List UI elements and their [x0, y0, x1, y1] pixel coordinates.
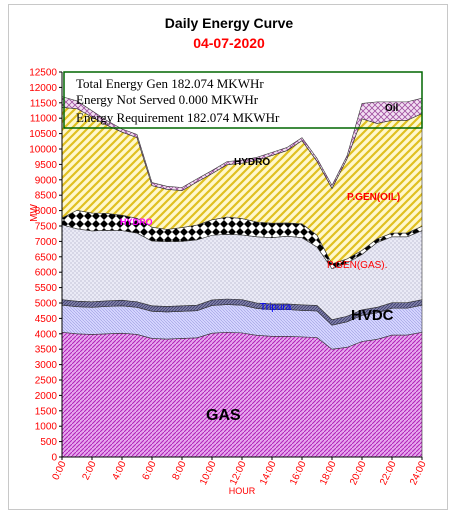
- area-series-group: [61, 96, 423, 458]
- x-tick-label: 14:00: [258, 459, 279, 487]
- x-tick-label: 12:00: [228, 459, 249, 487]
- y-tick-label: 6500: [35, 252, 58, 263]
- y-tick-label: 7500: [35, 222, 58, 233]
- y-tick-label: 11500: [30, 98, 58, 109]
- annotation-energy-requirement: Energy Requirement 182.074 MKWHr: [76, 110, 280, 125]
- x-tick-label: 22:00: [378, 459, 399, 487]
- x-tick-label: 16:00: [288, 459, 309, 487]
- y-tick-label: 8000: [35, 206, 58, 217]
- area-series-gas: [61, 331, 423, 458]
- x-tick-label: 4:00: [111, 459, 129, 482]
- x-tick-label: 6:00: [141, 459, 159, 482]
- y-tick-label: 4000: [35, 329, 58, 340]
- x-tick-label: 8:00: [171, 459, 189, 482]
- y-tick-label: 3000: [35, 360, 58, 371]
- y-tick-label: 10500: [29, 129, 57, 140]
- y-axis-label: MW: [29, 204, 40, 222]
- annotation-box: [63, 71, 423, 129]
- x-tick-label: 18:00: [318, 459, 339, 487]
- x-axis-label: HOUR: [229, 486, 256, 496]
- y-tick-label: 4500: [35, 314, 58, 325]
- y-tick-label: 8500: [35, 191, 58, 202]
- y-tick-label: 0: [51, 453, 57, 464]
- label-hydro-2: HYDRO: [120, 217, 153, 227]
- x-tick-label: 2:00: [81, 459, 99, 482]
- y-tick-label: 2000: [35, 391, 58, 402]
- y-tick-label: 9000: [35, 175, 58, 186]
- label-pgen-oil: P.GEN(OIL): [347, 192, 400, 203]
- y-axis-ticks: 0 500 1000 1500 2000 2500 3000 3500 4000 4500 5000…: [29, 68, 62, 464]
- y-tick-label: 1000: [35, 422, 58, 433]
- y-tick-label: 12500: [29, 68, 57, 79]
- chart-subtitle: 04-07-2020: [193, 35, 265, 51]
- chart-frame: [8, 4, 448, 510]
- y-tick-label: 5000: [35, 299, 58, 310]
- label-pgen-gas: P.GEN(GAS).: [327, 260, 387, 271]
- y-tick-label: 5500: [35, 283, 58, 294]
- label-oil: Oil: [385, 103, 399, 114]
- y-tick-label: 6000: [35, 268, 58, 279]
- label-hydro: HYDRO: [234, 157, 270, 168]
- y-tick-label: 500: [40, 437, 57, 448]
- annotation-energy-not-served: Energy Not Served 0.000 MKWHr: [76, 92, 259, 107]
- label-hvdc: HVDC: [351, 307, 394, 324]
- y-tick-label: 1500: [35, 406, 58, 417]
- y-tick-label: 11000: [30, 114, 58, 125]
- label-gas: GAS: [206, 407, 241, 424]
- label-tripura: Tripura: [260, 302, 292, 313]
- y-tick-label: 10000: [29, 145, 57, 156]
- y-tick-label: 3500: [35, 345, 58, 356]
- x-tick-label: 20:00: [348, 459, 369, 487]
- y-tick-label: 2500: [35, 376, 58, 387]
- x-tick-label: 24:00: [408, 459, 429, 487]
- chart-title: Daily Energy Curve: [165, 15, 294, 31]
- x-axis-ticks: 0:00 2:00 4:00 6:00 8:00 10:00 12:00 14:00 16:00…: [51, 457, 429, 487]
- x-tick-label: 10:00: [198, 459, 219, 487]
- y-tick-label: 7000: [35, 237, 58, 248]
- y-tick-label: 12000: [29, 83, 57, 94]
- y-tick-label: 9500: [35, 160, 58, 171]
- annotation-total-energy: Total Energy Gen 182.074 MKWHr: [76, 76, 264, 91]
